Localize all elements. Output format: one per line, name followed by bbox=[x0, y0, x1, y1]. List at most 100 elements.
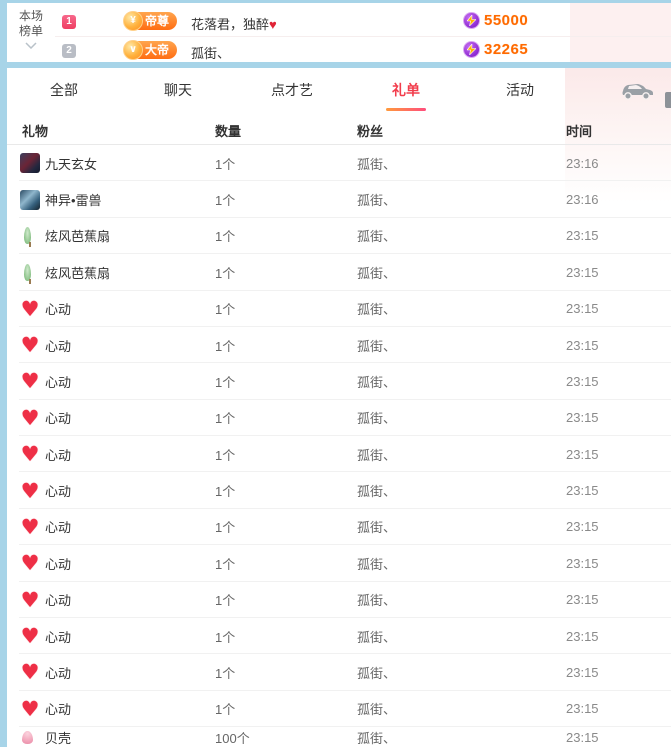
heart-icon: ♥ bbox=[20, 478, 40, 503]
tab-礼单[interactable]: 礼单 bbox=[349, 68, 463, 112]
gift-quantity: 1个 bbox=[215, 702, 236, 718]
ranker-nickname[interactable]: 花落君，独醉♥ bbox=[191, 17, 277, 32]
fan-name: 孤街、 bbox=[357, 556, 397, 572]
table-row[interactable]: ♥ 心动 1个 孤街、 23:15 bbox=[7, 545, 671, 582]
contribution-number: 32265 bbox=[484, 41, 529, 58]
contribution-value: 55000 bbox=[463, 12, 528, 29]
gift-thumb-goddess-icon bbox=[20, 153, 40, 174]
gift-time: 23:15 bbox=[566, 483, 599, 499]
banana-fan-icon bbox=[20, 226, 40, 248]
gift-time: 23:15 bbox=[566, 628, 599, 644]
fan-name: 孤街、 bbox=[357, 156, 397, 172]
tab-点才艺[interactable]: 点才艺 bbox=[271, 82, 313, 98]
session-ranking-panel: 本场 榜单 1 ¥ 帝尊 花落君，独醉♥ 55000 2 ∨ 大帝 孤街、 bbox=[7, 3, 671, 62]
gift-time: 23:15 bbox=[566, 519, 599, 535]
table-row[interactable]: ♥ 心动 1个 孤街、 23:15 bbox=[7, 618, 671, 655]
nobility-badge: ¥ 帝尊 bbox=[123, 11, 178, 31]
fan-name: 孤街、 bbox=[357, 447, 397, 463]
table-row[interactable]: ♥ 心动 1个 孤街、 23:15 bbox=[7, 654, 671, 692]
gift-name: 心动 bbox=[45, 556, 72, 572]
table-row[interactable]: ♥ 心动 1个 孤街、 23:15 bbox=[7, 291, 671, 328]
coin-icon: ∨ bbox=[123, 40, 143, 60]
gift-quantity: 1个 bbox=[215, 484, 236, 500]
table-row[interactable]: ♥ 心动 1个 孤街、 23:15 bbox=[7, 363, 671, 401]
ranking-entry-1[interactable]: 1 ¥ 帝尊 花落君，独醉♥ 55000 bbox=[55, 8, 671, 36]
gift-quantity: 1个 bbox=[215, 556, 236, 572]
tab-活动[interactable]: 活动 bbox=[506, 82, 534, 98]
ranker-nickname[interactable]: 孤街、 bbox=[191, 46, 231, 61]
fan-name: 孤街、 bbox=[357, 193, 397, 209]
table-row[interactable]: ♥ 心动 1个 孤街、 23:15 bbox=[7, 327, 671, 364]
gift-quantity: 1个 bbox=[215, 265, 236, 281]
contribution-number: 55000 bbox=[484, 12, 529, 29]
gift-name: 心动 bbox=[45, 665, 72, 681]
gift-quantity: 1个 bbox=[215, 229, 236, 245]
fan-name: 孤街、 bbox=[357, 593, 397, 609]
gift-quantity: 1个 bbox=[215, 520, 236, 536]
lightning-bolt-icon bbox=[463, 41, 480, 58]
table-row[interactable]: ♥ 心动 1个 孤街、 23:15 bbox=[7, 400, 671, 437]
heart-icon: ♥ bbox=[20, 551, 40, 576]
heart-icon: ♥ bbox=[20, 405, 40, 430]
fan-name: 孤街、 bbox=[357, 302, 397, 318]
table-row[interactable]: 九天玄女 1个 孤街、 23:16 bbox=[7, 145, 671, 182]
table-row[interactable]: ♥ 心动 1个 孤街、 23:15 bbox=[7, 582, 671, 619]
gift-quantity: 100个 bbox=[215, 730, 250, 746]
ranking-title[interactable]: 本场 榜单 bbox=[13, 9, 49, 52]
chat-gift-panel: 全部 聊天 点才艺 礼单 活动 礼物 数量 粉丝 时间 九天玄女 1个 孤街、 23:1… bbox=[7, 68, 671, 747]
ranking-pink-backdrop bbox=[570, 3, 671, 62]
heart-icon: ♥ bbox=[20, 442, 40, 467]
chevron-down-icon[interactable] bbox=[13, 42, 49, 52]
car-icon[interactable] bbox=[615, 76, 655, 104]
rank-badge-1: 1 bbox=[62, 15, 76, 29]
heart-icon: ♥ bbox=[20, 296, 40, 321]
gift-time: 23:16 bbox=[566, 155, 599, 171]
heart-icon: ♥ bbox=[20, 369, 40, 394]
gift-quantity: 1个 bbox=[215, 665, 236, 681]
gift-quantity: 1个 bbox=[215, 447, 236, 463]
column-header-fan: 粉丝 bbox=[357, 124, 384, 139]
gift-name: 心动 bbox=[45, 520, 72, 536]
heart-icon: ♥ bbox=[20, 587, 40, 612]
gift-quantity: 1个 bbox=[215, 374, 236, 390]
gift-time: 23:15 bbox=[566, 264, 599, 280]
broken-heart-icon: ♥ bbox=[269, 17, 277, 32]
contribution-value: 32265 bbox=[463, 41, 528, 58]
column-header-gift: 礼物 bbox=[22, 124, 49, 139]
heart-icon: ♥ bbox=[20, 696, 40, 721]
tab-全部[interactable]: 全部 bbox=[50, 82, 78, 98]
column-header-time: 时间 bbox=[566, 124, 593, 139]
table-row[interactable]: 炫风芭蕉扇 1个 孤街、 23:15 bbox=[7, 254, 671, 291]
table-row[interactable]: ♥ 心动 1个 孤街、 23:15 bbox=[7, 691, 671, 728]
gift-quantity: 1个 bbox=[215, 629, 236, 645]
gift-quantity: 1个 bbox=[215, 156, 236, 172]
table-row[interactable]: ♥ 心动 1个 孤街、 23:15 bbox=[7, 509, 671, 546]
table-row[interactable]: 炫风芭蕉扇 1个 孤街、 23:15 bbox=[7, 218, 671, 255]
fan-name: 孤街、 bbox=[357, 629, 397, 645]
gift-time: 23:15 bbox=[566, 555, 599, 571]
ranking-title-line1: 本场 bbox=[18, 9, 43, 23]
table-row[interactable]: 贝壳 100个 孤街、 23:15 bbox=[7, 727, 671, 747]
gift-name: 心动 bbox=[45, 629, 72, 645]
gift-quantity: 1个 bbox=[215, 193, 236, 209]
table-row[interactable]: ♥ 心动 1个 孤街、 23:15 bbox=[7, 472, 671, 510]
gift-name: 心动 bbox=[45, 302, 72, 318]
gift-time: 23:15 bbox=[566, 228, 599, 244]
gift-quantity: 1个 bbox=[215, 411, 236, 427]
gift-time: 23:15 bbox=[566, 446, 599, 462]
gift-name: 心动 bbox=[45, 702, 72, 718]
gift-name: 心动 bbox=[45, 338, 72, 354]
gift-name: 炫风芭蕉扇 bbox=[45, 229, 111, 245]
rank-badge-2: 2 bbox=[62, 44, 76, 58]
heart-icon: ♥ bbox=[20, 660, 40, 685]
gift-name: 贝壳 bbox=[45, 730, 72, 746]
heart-icon: ♥ bbox=[20, 624, 40, 649]
table-row[interactable]: 神异•雷兽 1个 孤街、 23:16 bbox=[7, 181, 671, 219]
ranking-entry-2[interactable]: 2 ∨ 大帝 孤街、 32265 bbox=[55, 36, 671, 62]
gift-table-body: 九天玄女 1个 孤街、 23:16 神异•雷兽 1个 孤街、 23:16 炫风芭… bbox=[7, 145, 671, 747]
heart-icon: ♥ bbox=[20, 514, 40, 539]
tab-聊天[interactable]: 聊天 bbox=[164, 82, 192, 98]
gift-time: 23:15 bbox=[566, 337, 599, 353]
table-row[interactable]: ♥ 心动 1个 孤街、 23:15 bbox=[7, 436, 671, 473]
column-header-qty: 数量 bbox=[215, 124, 242, 139]
